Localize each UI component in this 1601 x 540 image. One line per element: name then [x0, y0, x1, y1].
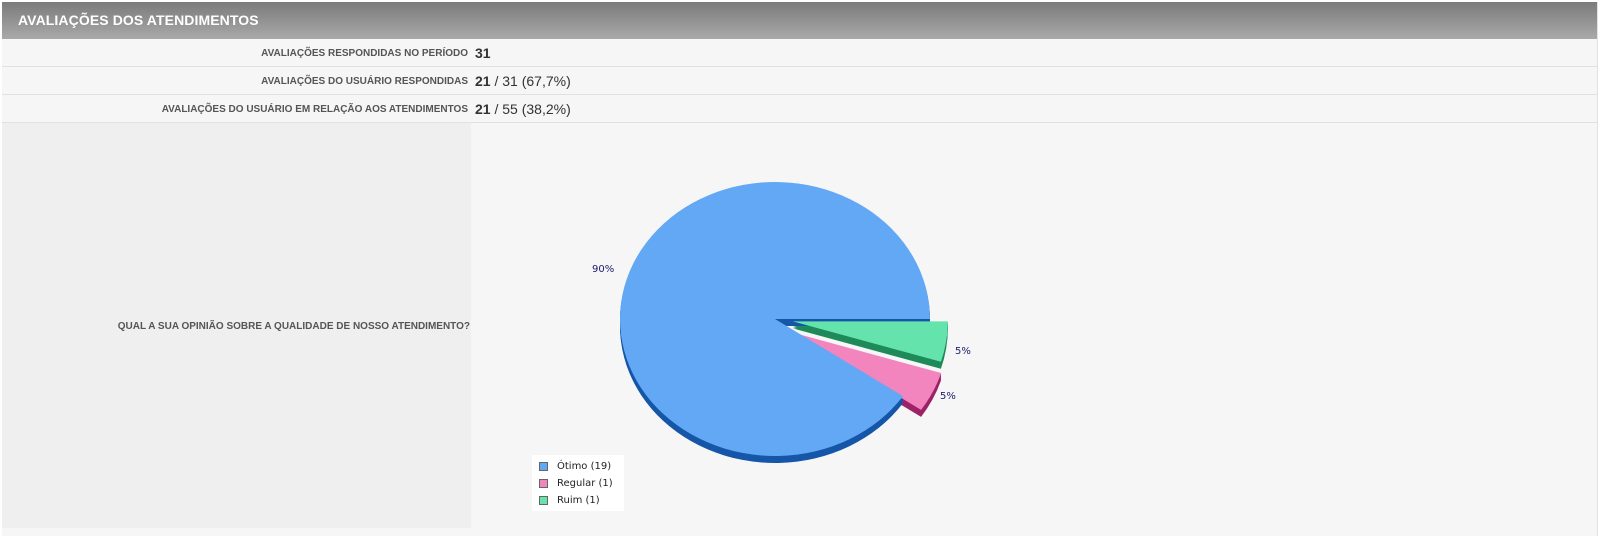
- pie-percent-label: 5%: [955, 346, 971, 357]
- legend-label: Ruim (1): [557, 495, 600, 506]
- stat-value-bold: 31: [475, 44, 491, 61]
- legend-label: Regular (1): [557, 478, 613, 489]
- question-row: QUAL A SUA OPINIÃO SOBRE A QUALIDADE DE …: [2, 123, 1597, 528]
- pie-slice-regular: [793, 332, 942, 410]
- stat-value-rest: / 31 (67,7%): [490, 72, 571, 89]
- stat-value: 21 / 55 (38,2%): [468, 101, 571, 117]
- pie-chart-cell: Ótimo (19) Regular (1) Ruim (1) 90% 5% 5%: [471, 123, 1597, 528]
- legend-item: Ótimo (19): [532, 458, 624, 475]
- stat-value-rest: / 55 (38,2%): [490, 100, 571, 117]
- stat-row-answered-period: AVALIAÇÕES RESPONDIDAS NO PERÍODO 31: [2, 39, 1597, 67]
- stat-value: 21 / 31 (67,7%): [468, 73, 571, 89]
- legend-label: Ótimo (19): [557, 461, 612, 472]
- pie-percent-label: 5%: [940, 391, 956, 402]
- stat-value-bold: 21: [475, 100, 491, 117]
- legend-swatch: [539, 496, 548, 505]
- stat-row-user-answered: AVALIAÇÕES DO USUÁRIO RESPONDIDAS 21 / 3…: [2, 67, 1597, 95]
- question-label: QUAL A SUA OPINIÃO SOBRE A QUALIDADE DE …: [117, 320, 470, 332]
- stat-row-user-vs-attendances: AVALIAÇÕES DO USUÁRIO EM RELAÇÃO AOS ATE…: [2, 95, 1597, 123]
- pie-percent-label: 90%: [592, 264, 615, 275]
- legend-item: Ruim (1): [532, 492, 624, 509]
- legend-swatch: [539, 462, 548, 471]
- chart-legend: Ótimo (19) Regular (1) Ruim (1): [532, 455, 624, 511]
- stat-label: AVALIAÇÕES RESPONDIDAS NO PERÍODO: [261, 47, 468, 59]
- pie-slice-ruim: [792, 321, 948, 362]
- panel-header: AVALIAÇÕES DOS ATENDIMENTOS: [2, 2, 1597, 39]
- pie-slice-ótimo: [620, 181, 930, 456]
- stat-value-bold: 21: [475, 72, 491, 89]
- legend-item: Regular (1): [532, 475, 624, 492]
- stat-label: AVALIAÇÕES DO USUÁRIO EM RELAÇÃO AOS ATE…: [161, 103, 468, 115]
- stat-label: AVALIAÇÕES DO USUÁRIO RESPONDIDAS: [261, 75, 468, 87]
- question-label-cell: QUAL A SUA OPINIÃO SOBRE A QUALIDADE DE …: [2, 123, 471, 528]
- stat-value: 31: [468, 45, 491, 61]
- pie-chart: [620, 181, 948, 463]
- legend-swatch: [539, 479, 548, 488]
